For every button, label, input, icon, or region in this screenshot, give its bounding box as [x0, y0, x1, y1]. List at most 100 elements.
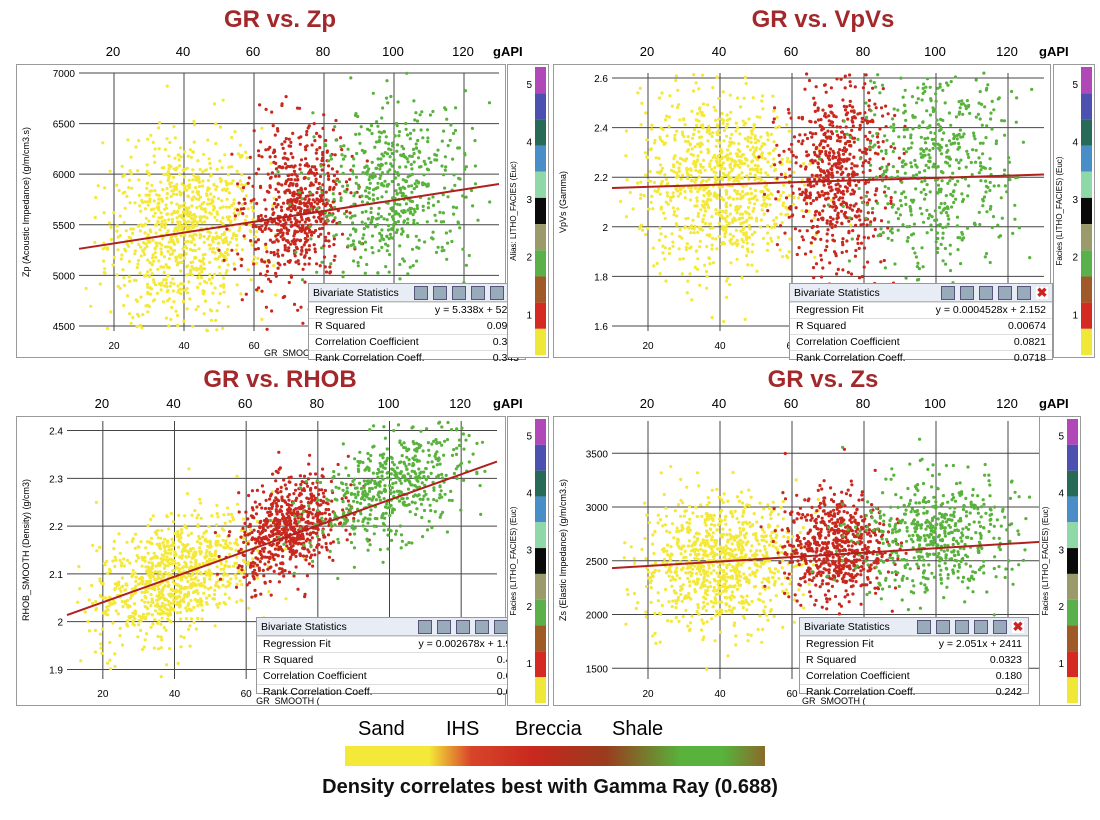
data-point — [707, 189, 711, 193]
data-point — [151, 256, 155, 260]
data-point — [360, 148, 364, 152]
data-point — [171, 543, 176, 547]
data-point — [398, 214, 402, 218]
data-point — [122, 557, 126, 561]
data-point — [350, 169, 355, 173]
data-point — [898, 213, 902, 217]
data-point — [727, 196, 731, 200]
stats-header[interactable]: Bivariate Statistics✖ — [790, 284, 1052, 302]
data-point — [821, 216, 825, 220]
data-point — [140, 326, 144, 330]
data-point — [912, 222, 916, 226]
data-point — [374, 186, 378, 191]
data-point — [395, 191, 399, 196]
data-point — [184, 562, 188, 566]
data-point — [958, 106, 962, 110]
data-point — [151, 574, 155, 579]
data-point — [363, 222, 367, 226]
data-point — [804, 165, 808, 169]
close-icon[interactable]: ✖ — [1036, 284, 1048, 300]
data-point — [174, 259, 178, 263]
data-point — [199, 516, 203, 520]
stats-value: 0.0821 — [1013, 336, 1046, 348]
data-point — [923, 197, 927, 201]
data-point — [137, 178, 141, 182]
plot-frame[interactable]: 4500 5000 5500 6000 6500 7000 Zp (Acoustic Imp… — [16, 64, 506, 358]
data-point — [411, 147, 416, 151]
data-point — [665, 191, 669, 195]
data-point — [858, 123, 862, 127]
data-point — [304, 251, 309, 255]
data-point — [317, 234, 321, 239]
histogram-icon[interactable] — [433, 285, 447, 300]
data-point — [408, 137, 412, 141]
data-point — [382, 237, 386, 242]
data-point — [960, 192, 964, 196]
data-point — [783, 172, 787, 176]
crossplot-icon[interactable] — [979, 285, 993, 300]
data-point — [300, 191, 304, 195]
data-point — [979, 168, 983, 172]
data-point — [777, 124, 781, 129]
data-point — [280, 142, 284, 146]
data-point — [133, 249, 137, 253]
data-point — [192, 119, 196, 123]
data-point — [853, 173, 857, 177]
x-tick-label: 40 — [169, 689, 181, 700]
histogram-icon[interactable] — [960, 285, 974, 300]
data-point — [147, 219, 151, 223]
data-point — [247, 539, 251, 543]
data-point — [896, 170, 900, 174]
copy-icon[interactable] — [1017, 285, 1031, 300]
data-point — [660, 91, 664, 95]
data-point — [878, 91, 882, 95]
data-point — [182, 547, 186, 551]
data-point — [949, 142, 953, 146]
stats-header[interactable]: Bivariate Statistics✖ — [309, 284, 525, 302]
data-point — [842, 146, 847, 150]
data-point — [122, 304, 126, 308]
data-point — [844, 125, 848, 129]
data-point — [223, 546, 227, 550]
data-point — [756, 138, 760, 143]
data-point — [410, 190, 414, 194]
stats-value: y = 5.338x + 5209 — [434, 304, 519, 316]
data-point — [166, 245, 170, 249]
data-point — [182, 256, 186, 260]
data-point — [734, 228, 738, 232]
data-point — [427, 156, 431, 160]
bivariate-stats-panel[interactable]: Bivariate Statistics ✖ Regression Fit y = 0… — [789, 283, 1053, 364]
data-point — [777, 198, 781, 202]
data-point — [714, 237, 718, 241]
y-tick-label: 4500 — [53, 322, 76, 333]
data-point — [213, 251, 217, 255]
refresh-icon[interactable] — [471, 285, 485, 300]
data-point — [813, 159, 817, 163]
data-point — [275, 238, 279, 242]
data-point — [675, 188, 679, 192]
data-point — [233, 214, 237, 218]
data-point — [868, 146, 872, 150]
data-point — [306, 216, 310, 221]
data-point — [169, 194, 173, 199]
data-point — [817, 147, 821, 151]
facies-swatch — [1081, 224, 1092, 251]
data-point — [156, 584, 160, 588]
data-point — [241, 558, 246, 563]
chart-icon[interactable] — [941, 285, 955, 300]
data-point — [320, 246, 324, 250]
data-point — [444, 231, 448, 235]
data-point — [160, 616, 164, 620]
data-point — [717, 177, 721, 181]
data-point — [274, 174, 278, 178]
refresh-icon[interactable] — [998, 285, 1012, 300]
data-point — [920, 98, 924, 102]
data-point — [702, 188, 706, 192]
data-point — [737, 142, 741, 146]
copy-icon[interactable] — [490, 285, 504, 300]
chart-icon[interactable] — [414, 285, 428, 300]
crossplot-icon[interactable] — [452, 285, 466, 300]
data-point — [892, 126, 896, 130]
data-point — [161, 540, 165, 545]
